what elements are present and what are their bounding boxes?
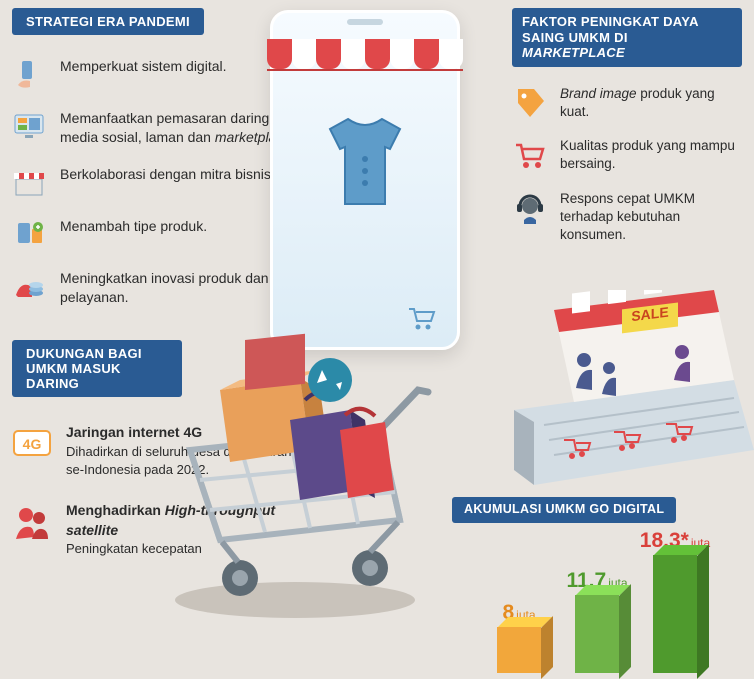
- phone-illustration: [270, 10, 460, 350]
- faktor-title: FAKTOR PENINGKAT DAYA SAING UMKM DI MARK…: [512, 8, 742, 67]
- awning-icon: [267, 39, 463, 71]
- headset-icon: [512, 190, 548, 226]
- faktor-list: Brand image produk yang kuat. Kualitas p…: [512, 85, 742, 245]
- svg-text:4G: 4G: [23, 436, 42, 452]
- strategi-item-text: Menambah tipe produk.: [60, 217, 207, 236]
- faktor-item: Brand image produk yang kuat.: [512, 85, 742, 121]
- mini-cart-icon: [407, 307, 437, 331]
- strategi-item: Berkolaborasi dengan mitra bisnis.: [12, 165, 312, 199]
- strategi-list: Memperkuat sistem digital. Memanfaatkan …: [12, 57, 312, 307]
- strategi-item-text: Memperkuat sistem digital.: [60, 57, 227, 76]
- faktor-item: Kualitas produk yang mampu bersaing.: [512, 137, 742, 173]
- chart-title: AKUMULASI UMKM GO DIGITAL: [452, 497, 676, 523]
- chart-bar: 8juta: [497, 627, 541, 673]
- add-product-icon: [12, 217, 46, 251]
- faktor-item-text: Kualitas produk yang mampu bersaing.: [560, 137, 742, 173]
- faktor-item: Respons cepat UMKM terhadap kebutuhan ko…: [512, 190, 742, 245]
- innovate-icon: [12, 269, 46, 303]
- 4g-icon: 4G: [12, 423, 52, 463]
- cart-icon: [512, 137, 548, 173]
- bar-shape: [575, 595, 619, 673]
- chart-bar: 11,7juta: [575, 595, 619, 673]
- phone-notch: [347, 19, 383, 25]
- store-illustration: SALE: [454, 290, 754, 490]
- storefront-icon: [12, 165, 46, 199]
- monitor-icon: [12, 109, 46, 143]
- faktor-item-text: Brand image produk yang kuat.: [560, 85, 742, 121]
- shopping-cart-illustration: [150, 330, 440, 630]
- bar-chart: 8juta 11,7juta 18,3*juta: [452, 543, 742, 673]
- bar-shape: [653, 555, 697, 673]
- strategi-title: STRATEGI ERA PANDEMI: [12, 8, 204, 35]
- hand-phone-icon: [12, 57, 46, 91]
- chart-section: AKUMULASI UMKM GO DIGITAL 8juta 11,7juta 1…: [452, 497, 742, 673]
- strategi-item: Memanfaatkan pemasaran daring via media …: [12, 109, 312, 147]
- faktor-item-text: Respons cepat UMKM terhadap kebutuhan ko…: [560, 190, 742, 245]
- faktor-section: FAKTOR PENINGKAT DAYA SAING UMKM DI MARK…: [512, 8, 742, 244]
- people-icon: [12, 501, 52, 541]
- bar-shape: [497, 627, 541, 673]
- tag-icon: [512, 85, 548, 121]
- strategi-item: Menambah tipe produk.: [12, 217, 312, 251]
- chart-bar: 18,3*juta: [653, 555, 697, 673]
- tshirt-icon: [310, 109, 420, 219]
- strategi-item: Meningkatkan inovasi produk dan pelayana…: [12, 269, 312, 307]
- strategi-item-text: Berkolaborasi dengan mitra bisnis.: [60, 165, 275, 184]
